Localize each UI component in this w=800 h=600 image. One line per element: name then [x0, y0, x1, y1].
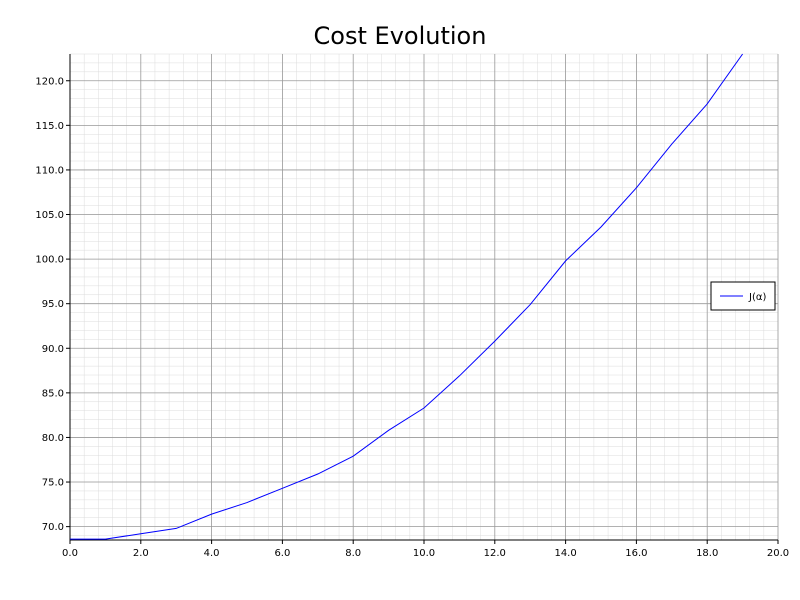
y-tick-label: 115.0 — [35, 121, 64, 132]
x-tick-label: 8.0 — [345, 548, 361, 559]
x-tick-label: 6.0 — [274, 548, 290, 559]
chart-title: Cost Evolution — [314, 22, 487, 50]
y-tick-label: 85.0 — [42, 388, 64, 399]
x-tick-label: 18.0 — [696, 548, 718, 559]
x-tick-label: 20.0 — [767, 548, 789, 559]
x-tick-label: 2.0 — [133, 548, 149, 559]
legend: J(α) — [710, 281, 776, 311]
x-tick-labels: 0.0 2.0 4.0 6.0 8.0 10.0 12.0 14.0 16.0 18.0 20.0 — [62, 548, 789, 559]
major-grid — [69, 54, 779, 540]
axes — [66, 54, 779, 544]
x-tick-label: 0.0 — [62, 548, 78, 559]
legend-label: J(α) — [748, 292, 766, 303]
series-line — [70, 53, 744, 540]
y-tick-label: 100.0 — [35, 255, 64, 266]
y-tick-label: 75.0 — [42, 478, 64, 489]
y-tick-label: 70.0 — [42, 522, 64, 533]
x-tick-label: 16.0 — [625, 548, 647, 559]
y-tick-labels: 70.0 75.0 80.0 85.0 90.0 95.0 100.0 105.0 110.0 1… — [35, 76, 64, 533]
y-tick-label: 90.0 — [42, 344, 64, 355]
y-tick-label: 105.0 — [35, 210, 64, 221]
x-tick-label: 10.0 — [413, 548, 435, 559]
x-tick-label: 4.0 — [204, 548, 220, 559]
y-tick-label: 120.0 — [35, 76, 64, 87]
y-tick-label: 80.0 — [42, 433, 64, 444]
y-tick-label: 95.0 — [42, 299, 64, 310]
y-tick-label: 110.0 — [35, 165, 64, 176]
x-tick-label: 12.0 — [484, 548, 506, 559]
series-layer — [70, 53, 744, 540]
x-tick-label: 14.0 — [554, 548, 576, 559]
